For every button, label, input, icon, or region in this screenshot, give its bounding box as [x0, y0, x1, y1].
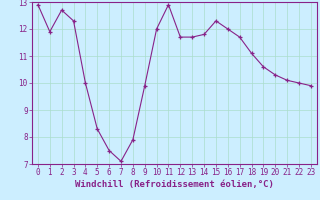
- X-axis label: Windchill (Refroidissement éolien,°C): Windchill (Refroidissement éolien,°C): [75, 180, 274, 189]
